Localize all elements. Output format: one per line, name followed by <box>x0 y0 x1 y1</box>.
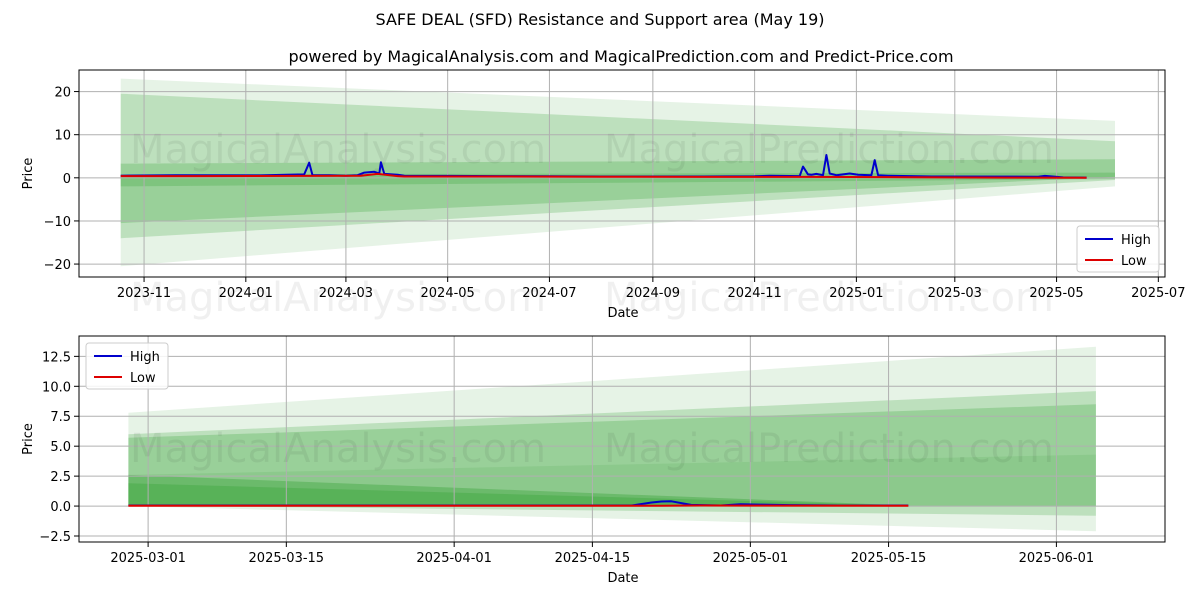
band-group <box>128 346 1096 532</box>
x-tick-label: 2025-03-01 <box>110 551 186 566</box>
x-tick-label: 2025-07 <box>1131 286 1185 301</box>
support-resistance-band <box>128 404 1096 507</box>
y-tick-label: 5.0 <box>50 440 71 455</box>
support-resistance-band <box>120 78 1115 267</box>
y-axis-label: Price <box>21 158 36 190</box>
y-tick-label: 12.5 <box>42 350 71 365</box>
x-tick-label: 2024-03 <box>319 286 373 301</box>
y-tick-label: 20 <box>54 86 71 101</box>
x-tick-label: 2023-11 <box>117 286 171 301</box>
x-tick-label: 2024-07 <box>522 286 576 301</box>
grid-lines <box>79 70 1165 277</box>
chart-1: MagicalAnalysis.com MagicalPrediction.com… <box>21 69 1185 321</box>
x-tick-label: 2025-04-15 <box>555 551 631 566</box>
x-axis-label: Date <box>607 306 638 321</box>
watermark-text: MagicalAnalysis.com <box>130 426 546 472</box>
series-line-low <box>120 172 1087 179</box>
x-tick-label: 2025-01 <box>829 286 883 301</box>
y-tick-label: −2.5 <box>39 530 71 545</box>
y-tick-label: 10.0 <box>42 380 71 395</box>
legend: High Low <box>1076 225 1160 273</box>
x-tick-label: 2024-01 <box>219 286 273 301</box>
legend: High Low <box>85 342 169 390</box>
chart-title: SAFE DEAL (SFD) Resistance and Support a… <box>375 10 824 29</box>
legend-label-high: High <box>1121 233 1151 248</box>
plot-frame <box>78 335 1166 543</box>
x-tick-label: 2025-03-15 <box>249 551 325 566</box>
watermark-text: MagicalAnalysis.com <box>130 127 546 173</box>
support-resistance-band <box>120 93 1115 239</box>
watermark-text: MagicalPrediction.com <box>604 275 1054 321</box>
legend-label-low: Low <box>1121 254 1147 269</box>
series-group <box>128 500 909 507</box>
x-tick-label: 2024-09 <box>626 286 680 301</box>
series-group <box>120 154 1087 179</box>
watermark-text: MagicalPrediction.com <box>604 426 1054 472</box>
plot-frame <box>78 69 1166 278</box>
plots: MagicalAnalysis.com MagicalPrediction.com… <box>21 69 1185 586</box>
x-tick-label: 2025-05 <box>1029 286 1083 301</box>
chart-2: MagicalAnalysis.com MagicalPrediction.com… <box>21 335 1166 586</box>
y-tick-label: 2.5 <box>50 470 71 485</box>
legend-label-low: Low <box>130 371 156 386</box>
x-tick-label: 2025-03 <box>928 286 982 301</box>
support-resistance-band <box>128 346 1096 532</box>
support-resistance-band <box>128 391 1096 516</box>
chart-subtitle: powered by MagicalAnalysis.com and Magic… <box>288 47 953 66</box>
watermark-text: MagicalAnalysis.com <box>130 275 546 321</box>
x-tick-label: 2024-11 <box>727 286 781 301</box>
x-tick-label: 2025-04-01 <box>416 551 492 566</box>
support-resistance-band <box>128 454 1096 507</box>
y-tick-label: −20 <box>44 258 71 273</box>
y-tick-label: 7.5 <box>50 410 71 425</box>
x-axis-label: Date <box>607 571 638 586</box>
x-tick-label: 2025-05-01 <box>713 551 789 566</box>
x-tick-label: 2025-05-15 <box>851 551 927 566</box>
x-tick-label: 2025-06-01 <box>1019 551 1095 566</box>
y-tick-label: 10 <box>54 129 71 144</box>
y-axis-label: Price <box>21 423 36 455</box>
y-tick-label: 0 <box>63 172 71 187</box>
support-resistance-band <box>128 474 909 507</box>
support-resistance-band <box>128 483 909 507</box>
x-tick-label: 2024-05 <box>421 286 475 301</box>
y-tick-label: −10 <box>44 215 71 230</box>
y-tick-label: 0.0 <box>50 500 71 515</box>
legend-label-high: High <box>130 350 160 365</box>
